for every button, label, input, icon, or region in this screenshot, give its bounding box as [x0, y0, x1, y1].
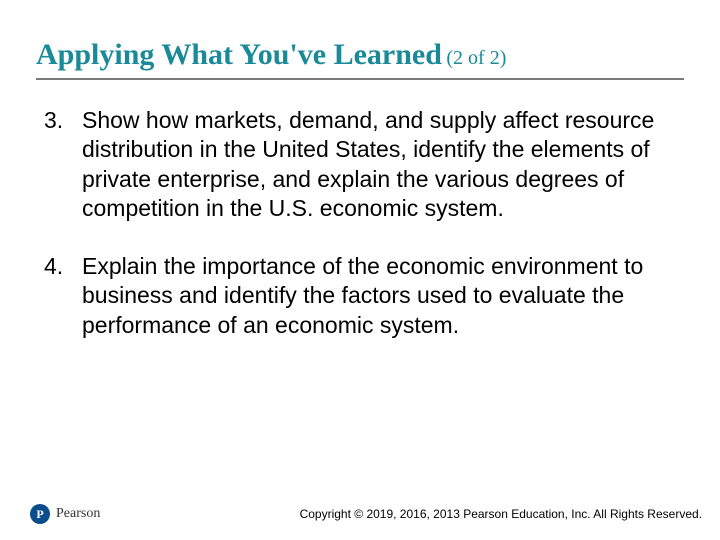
slide-title: Applying What You've Learned [36, 38, 442, 71]
item-text: Explain the importance of the economic e… [82, 253, 643, 338]
item-text: Show how markets, demand, and supply aff… [82, 107, 654, 221]
objectives-list: 3. Show how markets, demand, and supply … [36, 106, 684, 340]
list-item: 4. Explain the importance of the economi… [44, 252, 684, 340]
publisher-logo: P Pearson [30, 504, 100, 524]
logo-mark-icon: P [30, 504, 50, 524]
copyright-text: Copyright © 2019, 2016, 2013 Pearson Edu… [300, 507, 702, 521]
footer: P Pearson Copyright © 2019, 2016, 2013 P… [0, 504, 720, 524]
item-number: 3. [44, 106, 63, 135]
logo-text: Pearson [56, 506, 100, 522]
slide: Applying What You've Learned (2 of 2) 3.… [0, 0, 720, 540]
item-number: 4. [44, 252, 63, 281]
title-block: Applying What You've Learned (2 of 2) [36, 38, 684, 80]
list-item: 3. Show how markets, demand, and supply … [44, 106, 684, 224]
slide-title-suffix: (2 of 2) [446, 47, 506, 69]
logo-letter: P [36, 507, 43, 522]
